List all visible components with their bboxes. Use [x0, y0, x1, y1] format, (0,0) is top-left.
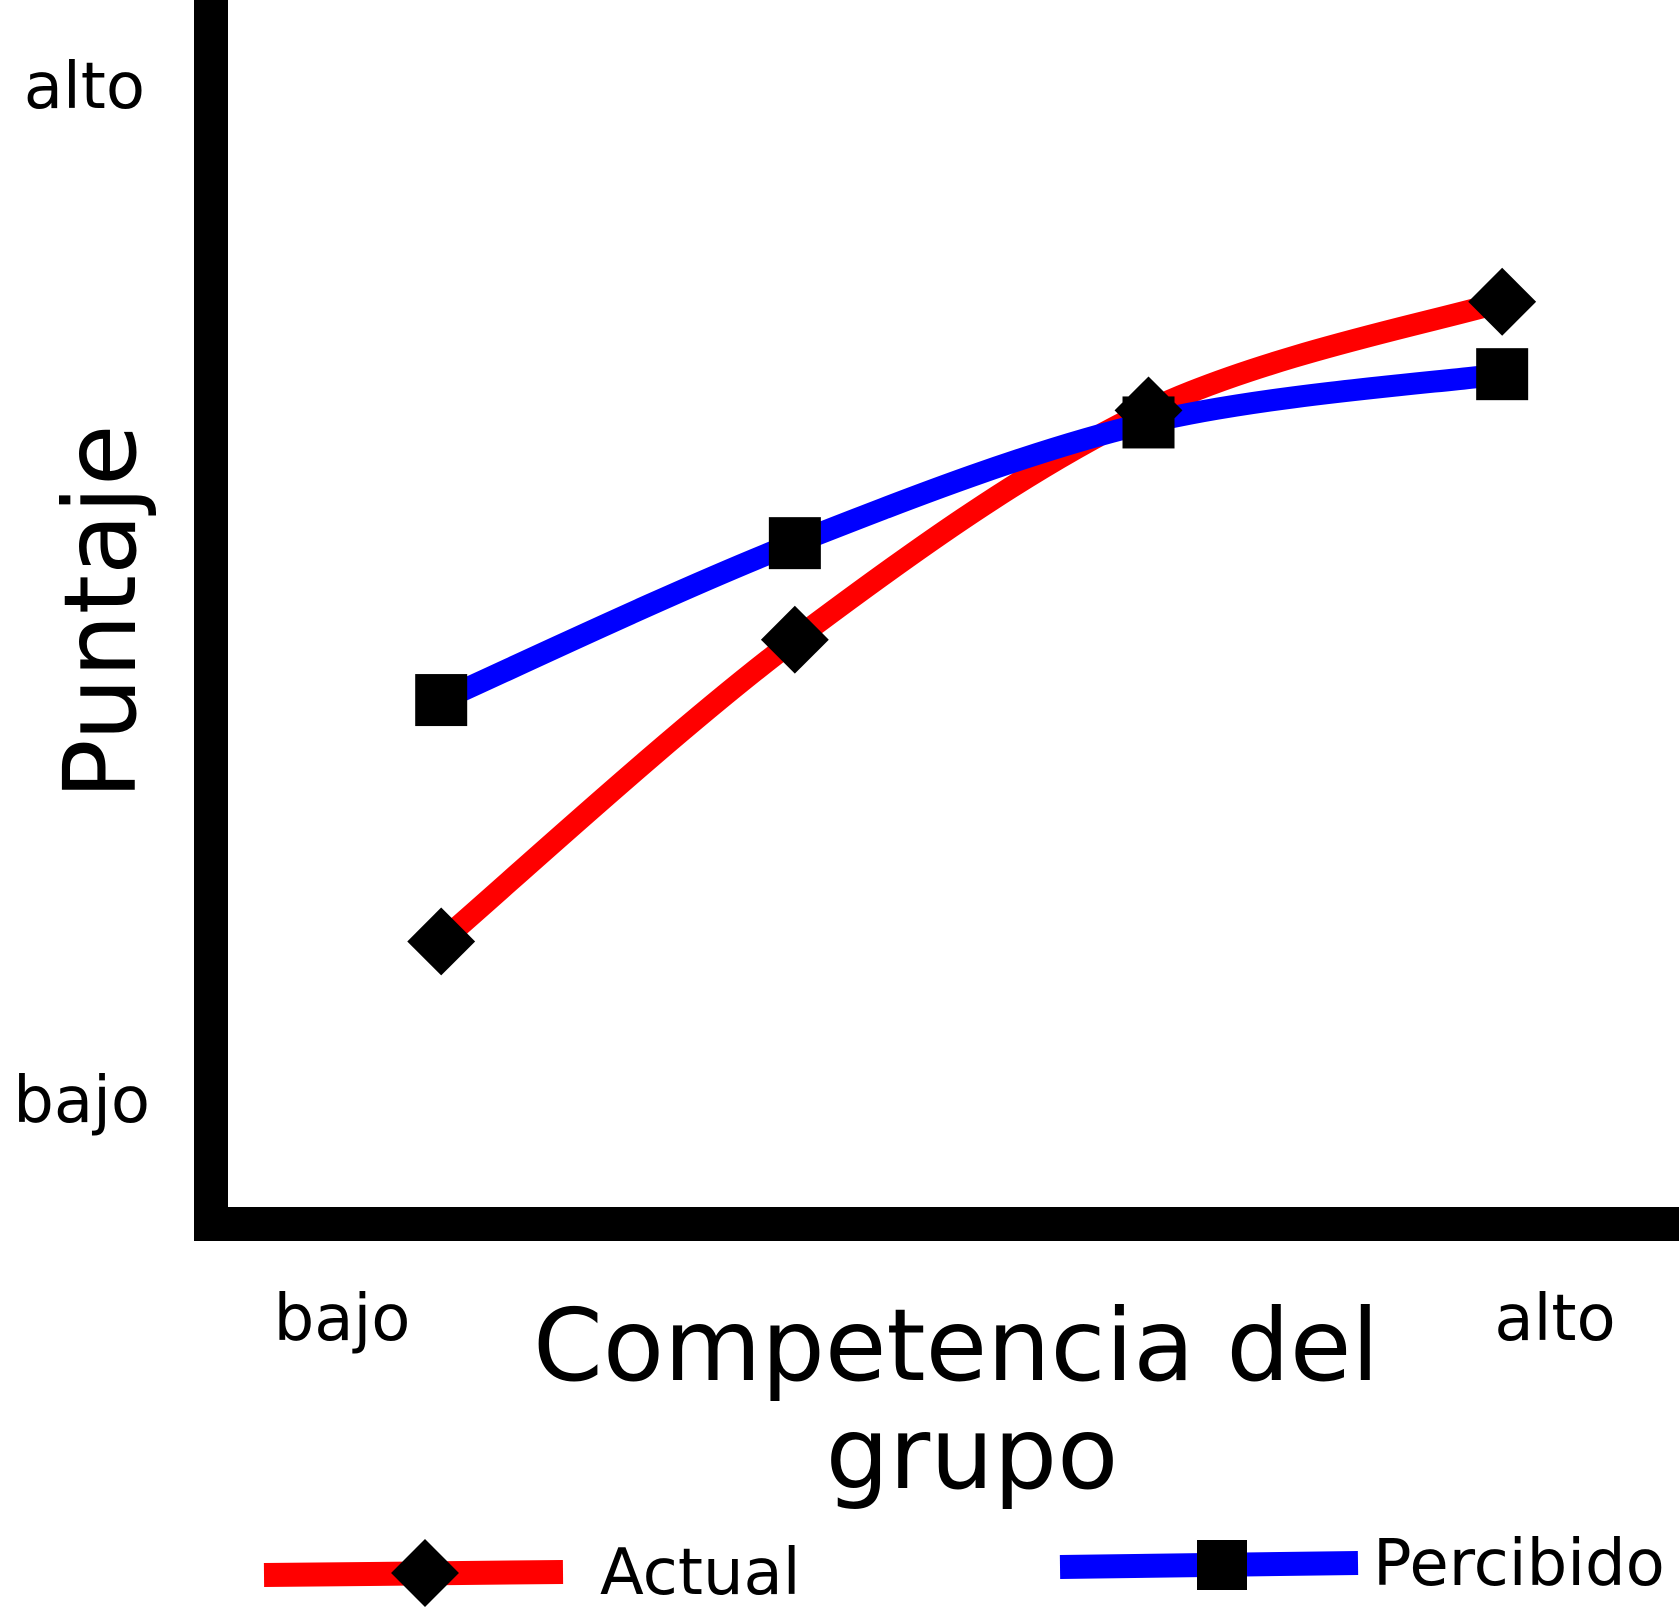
series-markers [407, 267, 1537, 976]
x-axis-title: Competencia del grupo [533, 1287, 1411, 1512]
series-line-actual [434, 291, 1506, 950]
point-percibido-1 [415, 674, 468, 727]
x-axis-title-line-1: Competencia del [533, 1287, 1379, 1404]
legend-actual-marker [391, 1539, 459, 1607]
point-percibido-2 [768, 517, 821, 570]
x-tick-high: alto [1494, 1282, 1615, 1356]
x-tick-low: bajo [274, 1282, 411, 1356]
point-actual-4 [1468, 267, 1537, 336]
y-tick-high: alto [24, 50, 145, 124]
legend-actual-label: Actual [600, 1536, 801, 1610]
point-percibido-4 [1476, 348, 1529, 401]
legend-percibido-label: Percibido [1373, 1527, 1665, 1601]
legend: Actual Percibido [263, 1527, 1665, 1610]
y-tick-low: bajo [13, 1064, 150, 1138]
y-axis-title: Puntaje [42, 424, 159, 799]
series-line-percibido [436, 363, 1504, 711]
x-axis-title-line-2: grupo [826, 1395, 1119, 1512]
legend-percibido-marker [1197, 1540, 1247, 1590]
point-percibido-3 [1122, 396, 1175, 449]
series-lines [434, 291, 1506, 950]
